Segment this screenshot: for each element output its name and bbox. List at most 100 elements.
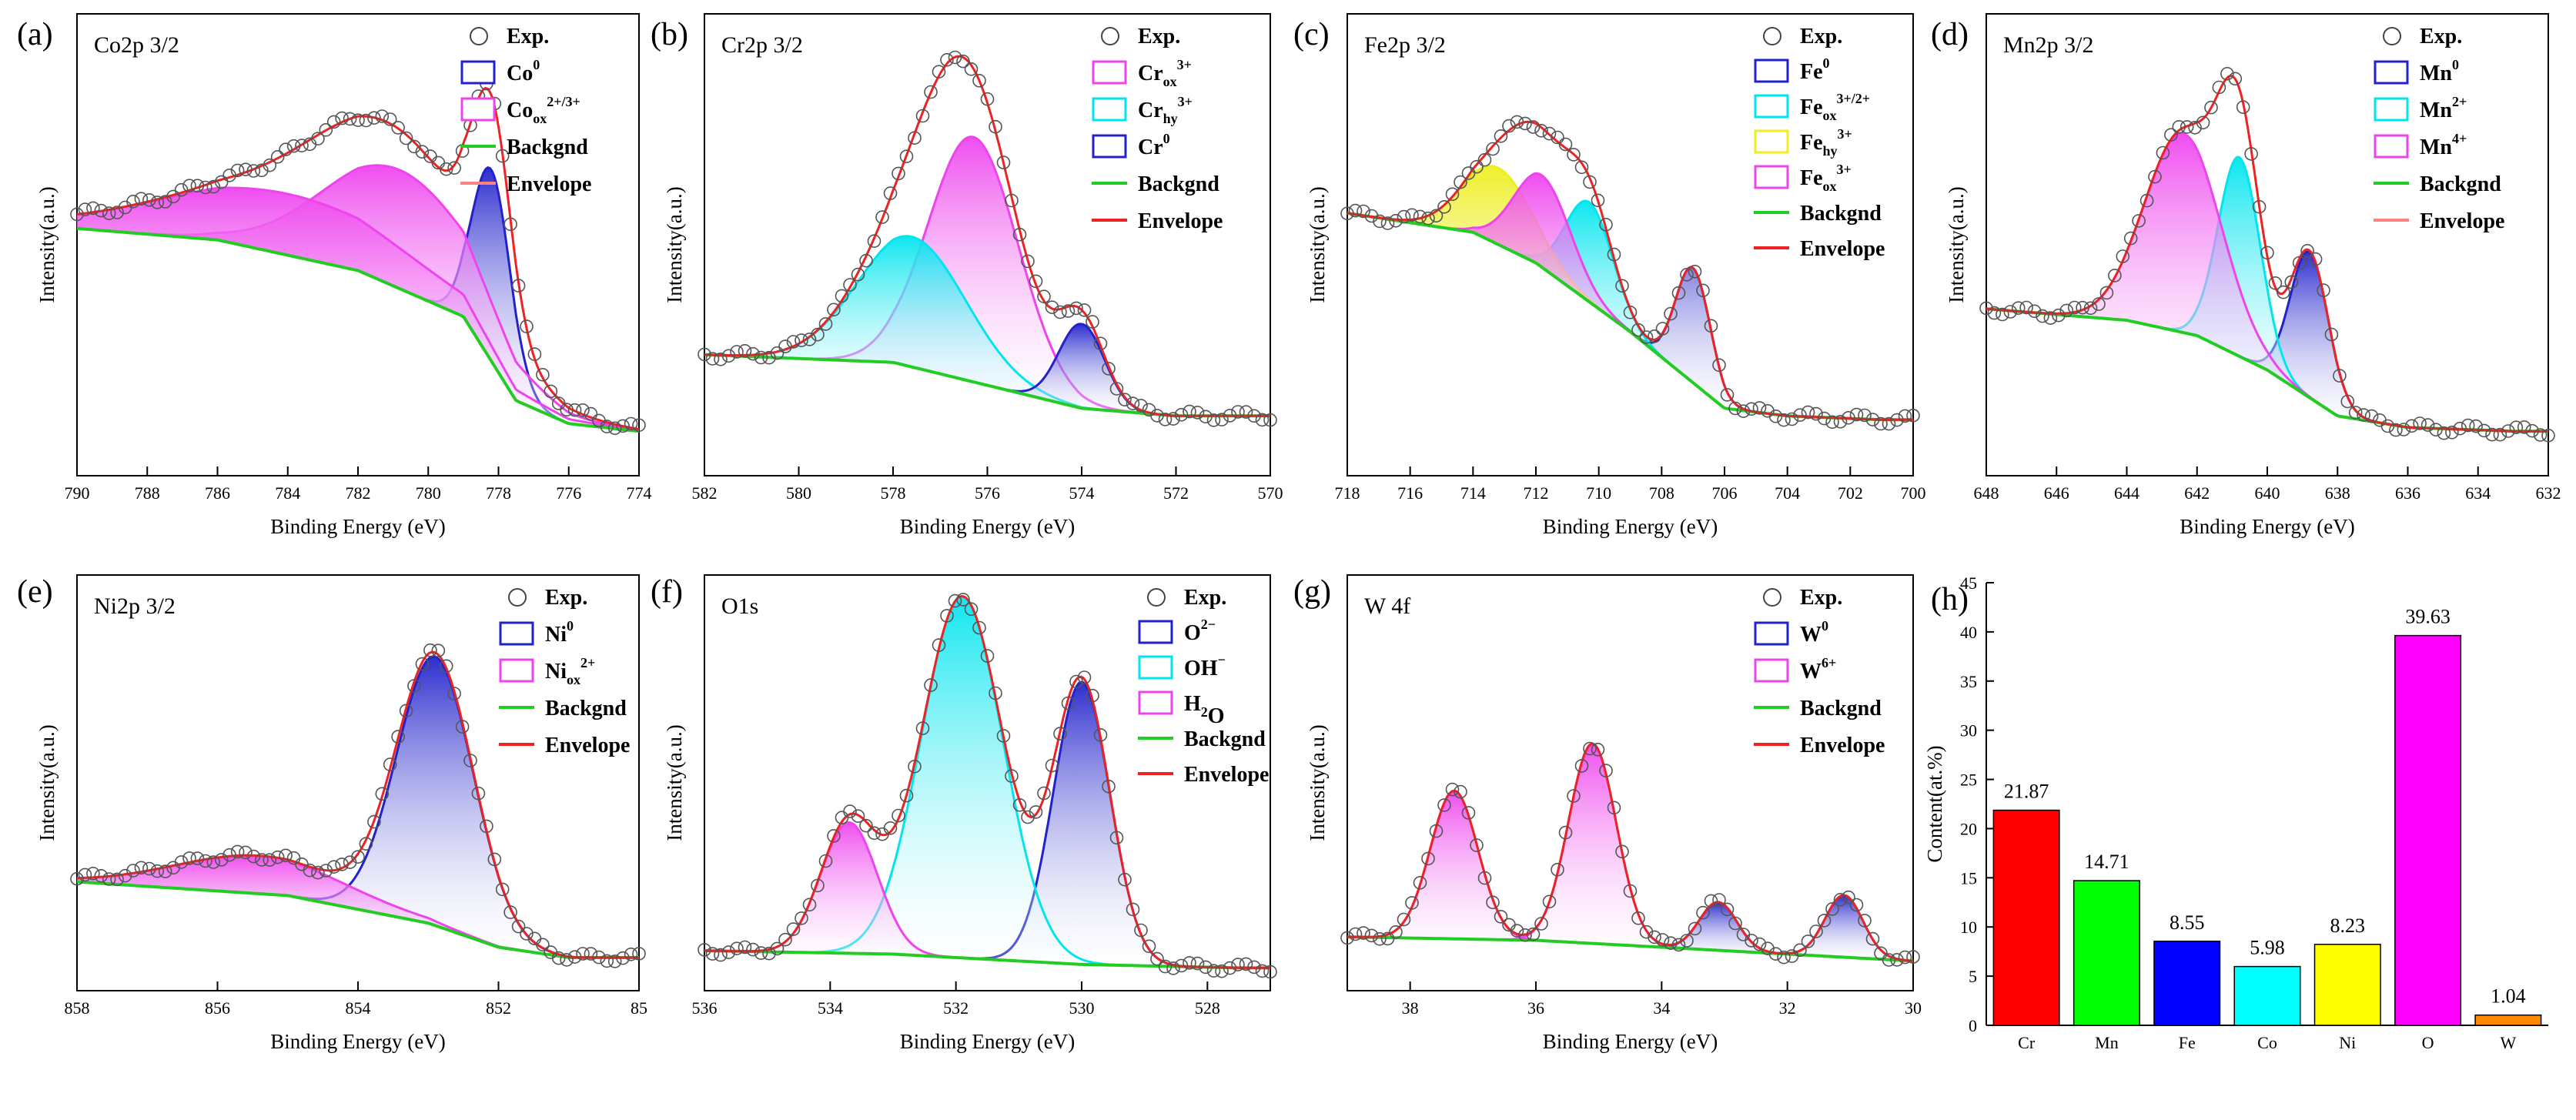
legend-subscript: ox <box>1823 179 1837 194</box>
exp-point <box>1615 844 1629 859</box>
legend-item: Backgnd <box>1754 697 1882 720</box>
exp-point <box>1542 894 1557 909</box>
exp-point <box>1263 965 1277 979</box>
legend-main: W <box>1800 623 1822 647</box>
legend-item: Envelope <box>460 172 591 196</box>
exp-point <box>2445 425 2459 440</box>
exp-point <box>2108 269 2122 283</box>
exp-point <box>2132 214 2146 228</box>
exp-point <box>391 121 405 135</box>
exp-point <box>2333 369 2347 383</box>
exp-point <box>1518 116 1532 131</box>
x-tick-label: 32 <box>1779 998 1796 1018</box>
exp-point <box>1874 416 1888 431</box>
exp-point <box>1486 142 1500 156</box>
exp-point <box>2252 199 2267 214</box>
exp-point <box>795 911 808 925</box>
exp-point <box>2067 300 2082 315</box>
exp-point <box>1029 805 1043 819</box>
exp-point <box>367 111 381 125</box>
exp-point <box>1849 407 1864 422</box>
legend-subscript: hy <box>1823 143 1838 159</box>
exp-point <box>214 175 229 189</box>
exp-point <box>738 343 752 358</box>
exp-point <box>2260 246 2274 260</box>
exp-point <box>2533 428 2548 442</box>
legend-label: Mn4+ <box>2420 131 2467 159</box>
x-axis-label: Binding Energy (eV) <box>270 515 445 538</box>
exp-point <box>859 818 873 833</box>
exp-point <box>1118 872 1132 887</box>
x-tick-label: 36 <box>1527 998 1544 1018</box>
exp-point <box>1591 193 1605 208</box>
spectrum-title: Co2p 3/2 <box>94 32 179 58</box>
exp-point <box>851 809 865 823</box>
exp-point <box>2099 286 2114 300</box>
exp-point <box>802 333 817 346</box>
component-line <box>76 186 640 432</box>
exp-point <box>1648 930 1661 944</box>
legend-label: Exp. <box>1800 586 1842 610</box>
exp-point <box>1510 924 1524 938</box>
legend-tail: O <box>1208 704 1225 728</box>
legend-item: Backgnd <box>2374 172 2501 196</box>
exp-point <box>851 267 865 282</box>
legend-item: Coox2+/3+ <box>460 94 580 126</box>
y-tick-label: 15 <box>1960 868 1977 888</box>
legend-swatch-icon <box>2374 97 2409 122</box>
exp-point <box>1454 175 1467 189</box>
panel-letter: (e) <box>17 574 53 610</box>
exp-point <box>1745 402 1758 416</box>
legend-label: Mn0 <box>2420 57 2459 85</box>
exp-point <box>1688 921 1702 936</box>
panel-letter: (h) <box>1931 582 1969 617</box>
x-tick-label: 640 <box>2255 483 2280 503</box>
exp-point <box>1190 956 1205 971</box>
exp-point <box>2196 115 2210 130</box>
exp-point <box>1551 863 1564 877</box>
exp-point <box>2043 311 2058 325</box>
exp-point <box>158 864 172 878</box>
exp-point <box>1102 779 1116 794</box>
component-line <box>1986 155 2548 433</box>
exp-point <box>391 730 405 744</box>
exp-point <box>1494 910 1508 924</box>
x-tick-label: 704 <box>1775 483 1800 503</box>
exp-point <box>1348 203 1363 218</box>
legend-main: Cr <box>1138 99 1163 122</box>
component-fill <box>704 136 1270 416</box>
bar-value-label: 21.87 <box>2004 781 2049 803</box>
exp-point <box>802 898 817 912</box>
exp-point <box>1704 319 1718 333</box>
exp-point <box>762 946 776 961</box>
exp-point <box>584 406 598 421</box>
exp-point <box>1898 950 1912 965</box>
legend-item: Crhy3+ <box>1092 94 1193 126</box>
exp-point <box>455 720 470 734</box>
exp-point <box>1494 129 1508 143</box>
exp-point <box>415 657 430 671</box>
legend-item: OH− <box>1138 652 1226 680</box>
panel-c: (c) Fe2p 3/2 718 716 714 712 710 708 706 704 702 70… <box>1293 13 1926 538</box>
legend-label: W0 <box>1800 618 1828 647</box>
exp-point <box>915 109 930 123</box>
legend-item: Mn0 <box>2374 57 2459 85</box>
exp-point <box>326 860 341 874</box>
legend-marker-icon <box>508 588 527 607</box>
legend-item: Backgnd <box>1092 172 1219 196</box>
exp-point <box>1768 409 1783 423</box>
exp-point <box>956 593 970 607</box>
exp-point <box>746 942 760 957</box>
exp-point <box>2469 419 2483 433</box>
y-axis-label: Intensity(a.u.) <box>35 186 59 303</box>
panel-letter: (d) <box>1931 17 1969 52</box>
exp-point <box>270 850 285 864</box>
exp-point <box>199 854 212 868</box>
y-axis-label: Intensity(a.u.) <box>1306 724 1329 841</box>
exp-point <box>1858 914 1872 928</box>
exp-point <box>2308 252 2323 266</box>
y-tick-label: 40 <box>1960 623 1977 642</box>
exp-point <box>2003 305 2018 319</box>
exp-point <box>94 869 109 883</box>
x-tick-label: 578 <box>881 483 906 503</box>
